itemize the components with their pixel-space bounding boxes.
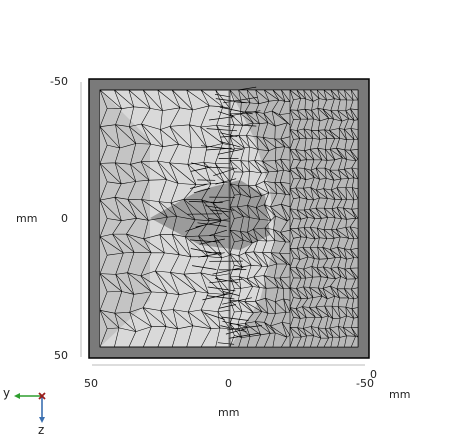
mesh-refinement-band — [185, 86, 262, 345]
triad-y-arrow — [14, 393, 20, 399]
mesh-element-edges — [289, 89, 359, 348]
triad-z-arrow — [39, 417, 45, 423]
v-axis-unit: mm — [16, 212, 38, 225]
v-tick-top: -50 — [50, 75, 68, 88]
v-tick-bottom: 50 — [54, 349, 68, 362]
triad-z-label: z — [38, 423, 45, 437]
corner-tick: 0 — [370, 368, 377, 381]
triad-x-marker — [38, 392, 46, 400]
axis-triad — [14, 392, 46, 423]
h-axis-unit: mm — [218, 406, 240, 419]
triad-y-label: y — [3, 386, 11, 400]
h-tick-left: 50 — [84, 377, 98, 390]
corner-unit: mm — [389, 388, 411, 401]
mesh-lines — [99, 86, 359, 348]
shaded-region-left — [100, 90, 150, 347]
v-tick-mid: 0 — [61, 212, 68, 225]
mesh-element-edges — [229, 89, 291, 348]
h-tick-mid: 0 — [225, 377, 232, 390]
h-tick-right: -50 — [356, 377, 374, 390]
